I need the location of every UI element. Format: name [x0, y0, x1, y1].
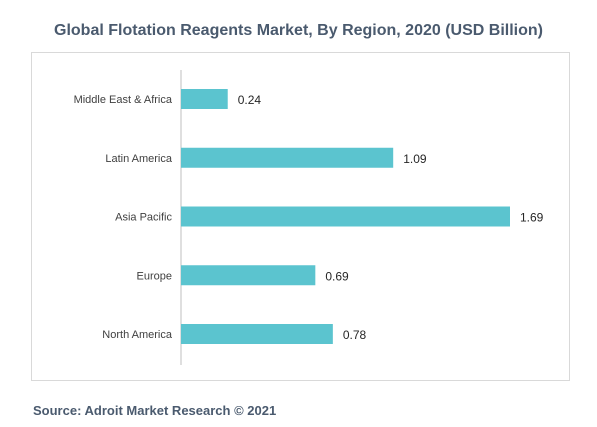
bar [181, 147, 394, 168]
bar [181, 89, 228, 109]
bar [181, 206, 510, 227]
category-tick-label: Europe [137, 270, 172, 282]
category-tick-label: Latin America [105, 153, 173, 165]
value-label: 1.09 [403, 152, 427, 166]
category-tick-label: Asia Pacific [115, 212, 172, 224]
category-tick-label: North America [102, 329, 173, 341]
bar [181, 324, 333, 344]
value-label: 0.24 [238, 93, 262, 107]
bar [181, 265, 316, 286]
value-label: 1.69 [520, 211, 544, 225]
source-note: Source: Adroit Market Research © 2021 [33, 403, 277, 418]
chart-title: Global Flotation Reagents Market, By Reg… [54, 22, 543, 39]
category-tick-label: Middle East & Africa [74, 94, 173, 106]
value-label: 0.69 [325, 269, 349, 283]
plot-frame [31, 52, 570, 381]
value-label: 0.78 [343, 328, 367, 342]
